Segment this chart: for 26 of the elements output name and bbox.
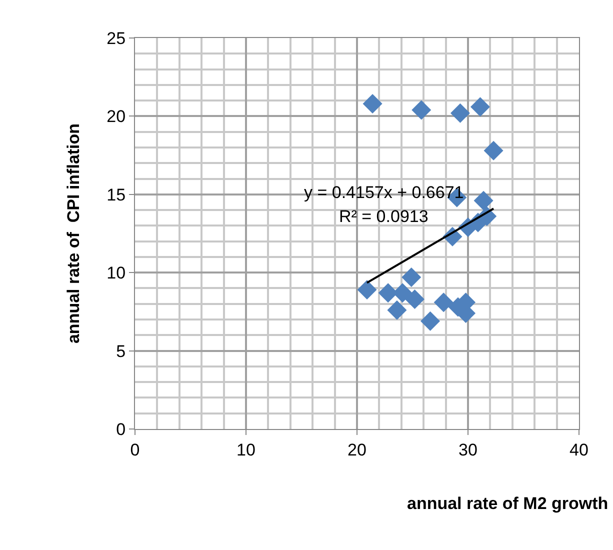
point — [450, 103, 470, 123]
point — [470, 97, 490, 117]
x-tick-label: 40 — [570, 440, 588, 460]
point — [387, 300, 407, 320]
y-tick-label: 15 — [106, 185, 126, 204]
point — [420, 311, 440, 331]
point — [434, 292, 454, 312]
point — [357, 280, 377, 300]
point — [404, 289, 424, 309]
point — [402, 268, 422, 288]
y-tick-label: 0 — [116, 420, 126, 439]
annotation: R² = 0.0913 — [339, 207, 428, 226]
y-tick-label: 10 — [106, 264, 126, 283]
point — [474, 190, 494, 210]
x-tick-label: 10 — [236, 440, 256, 460]
x-axis-title: annual rate of M2 growth — [407, 494, 608, 513]
y-tick-label: 5 — [116, 342, 126, 361]
y-tick-label: 25 — [106, 28, 126, 48]
x-tick-label: 0 — [130, 440, 140, 460]
point — [412, 100, 432, 120]
y-axis-title: annual rate of CPI inflation — [64, 123, 84, 344]
point — [362, 94, 382, 114]
point — [484, 140, 504, 160]
x-tick-label: 30 — [458, 440, 478, 460]
y-tick-label: 20 — [106, 107, 126, 126]
x-tick-label: 20 — [348, 440, 366, 460]
